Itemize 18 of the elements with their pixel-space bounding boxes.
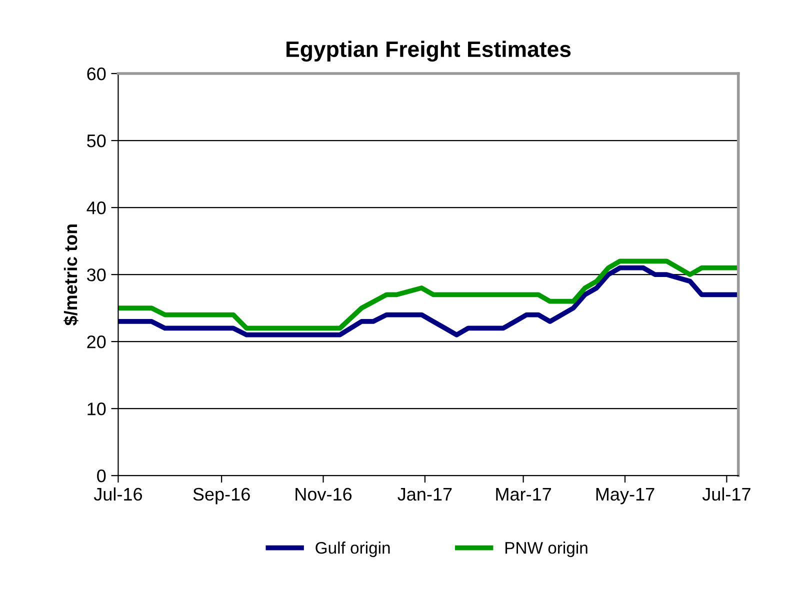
legend-label: Gulf origin [316, 542, 390, 558]
y-tick-label: 30 [87, 268, 106, 282]
x-tick-label: Sep-16 [193, 488, 250, 504]
y-tick-label: 10 [88, 402, 106, 416]
x-tick-label: May-17 [596, 488, 654, 504]
y-tick-label: 0 [97, 470, 106, 482]
chart-title: Egyptian Freight Estimates [286, 40, 571, 62]
y-axis-title: $/metric ton [64, 224, 78, 326]
x-tick-label: Nov-16 [296, 488, 352, 501]
x-tick-label: Mar-17 [496, 488, 551, 501]
y-tick-label: 40 [86, 201, 106, 214]
x-tick-label: Jul-16 [94, 487, 142, 501]
x-tick-label: Jul-17 [702, 487, 750, 501]
y-tick-label: 50 [87, 134, 106, 148]
y-tick-label: 20 [87, 336, 106, 348]
x-tick-label: Jan-17 [398, 488, 452, 501]
y-tick-label: 60 [87, 67, 106, 80]
legend-label: PNW origin [505, 542, 588, 558]
